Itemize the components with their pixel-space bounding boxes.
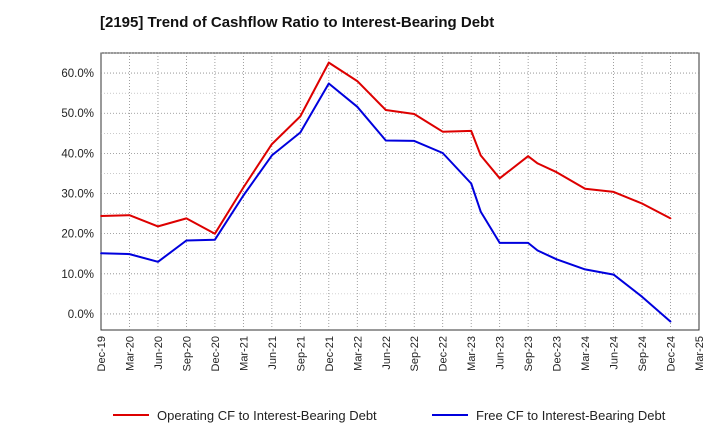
data-point <box>327 61 330 64</box>
x-tick-label: Sep-21 <box>295 336 307 371</box>
data-point <box>242 194 245 197</box>
data-point <box>157 225 159 228</box>
data-point <box>214 238 216 241</box>
data-point <box>641 295 643 298</box>
data-point <box>669 320 672 323</box>
y-tick-label: 60.0% <box>61 68 94 80</box>
data-point <box>384 109 387 111</box>
x-tick-label: Jun-23 <box>495 336 507 370</box>
legend-label: Operating CF to Interest-Bearing Debt <box>157 408 377 423</box>
data-point <box>441 130 444 133</box>
x-tick-label: Sep-22 <box>409 336 421 371</box>
data-point <box>185 239 188 242</box>
data-point <box>498 177 501 180</box>
x-tick-label: Dec-24 <box>666 336 678 371</box>
x-tick-label: Mar-25 <box>694 336 706 371</box>
x-tick-label: Dec-22 <box>438 336 450 371</box>
data-point <box>441 152 444 154</box>
chart-title: [2195] Trend of Cashflow Ratio to Intere… <box>100 14 495 31</box>
data-point <box>641 202 643 205</box>
data-point <box>299 115 302 118</box>
data-point <box>555 258 558 261</box>
x-tick-label: Jun-20 <box>153 336 165 370</box>
data-point <box>356 105 359 108</box>
legend-label: Free CF to Interest-Bearing Debt <box>476 408 666 423</box>
data-point <box>242 186 245 189</box>
data-point <box>270 143 273 146</box>
plot-area <box>100 52 700 331</box>
y-tick-label: 10.0% <box>61 269 94 281</box>
x-tick-label: Mar-20 <box>124 336 136 371</box>
data-point <box>299 131 302 134</box>
x-tick-label: Sep-23 <box>523 336 535 371</box>
y-tick-label: 0.0% <box>68 309 94 321</box>
x-tick-label: Jun-21 <box>267 336 279 370</box>
data-point <box>555 171 558 174</box>
data-point <box>413 113 416 115</box>
data-point <box>536 162 539 165</box>
data-point <box>128 253 131 256</box>
x-tick-label: Mar-23 <box>466 336 478 371</box>
data-point <box>185 217 188 220</box>
data-point <box>356 80 359 83</box>
data-point <box>100 252 102 255</box>
data-point <box>214 232 216 235</box>
data-point <box>470 182 473 185</box>
x-tick-label: Sep-20 <box>181 336 193 371</box>
data-point <box>527 241 530 244</box>
x-tick-label: Dec-19 <box>96 336 108 371</box>
data-point <box>536 249 539 252</box>
y-tick-label: 50.0% <box>61 108 94 120</box>
data-point <box>157 260 159 263</box>
data-point <box>327 82 330 85</box>
x-tick-label: Dec-23 <box>552 336 564 371</box>
data-point <box>100 215 102 217</box>
data-point <box>479 210 482 213</box>
data-point <box>270 154 273 157</box>
x-tick-label: Jun-22 <box>381 336 393 370</box>
data-point <box>584 268 586 271</box>
data-point <box>479 154 482 157</box>
x-tick-label: Mar-21 <box>238 336 250 371</box>
data-point <box>413 140 416 142</box>
data-point <box>669 217 672 220</box>
x-tick-label: Mar-24 <box>580 336 592 371</box>
x-tick-label: Dec-20 <box>210 336 222 371</box>
data-point <box>612 191 615 193</box>
x-tick-label: Jun-24 <box>609 336 621 370</box>
y-tick-label: 20.0% <box>61 229 94 241</box>
data-point <box>527 155 530 158</box>
y-tick-label: 40.0% <box>61 148 94 160</box>
data-point <box>498 241 501 244</box>
data-point <box>470 129 473 132</box>
data-point <box>128 214 131 217</box>
x-tick-label: Dec-21 <box>324 336 336 371</box>
y-tick-label: 30.0% <box>61 189 94 201</box>
data-point <box>612 273 615 276</box>
data-point <box>384 139 387 142</box>
data-point <box>584 187 586 190</box>
x-tick-label: Mar-22 <box>352 336 364 371</box>
x-tick-label: Sep-24 <box>637 336 649 371</box>
